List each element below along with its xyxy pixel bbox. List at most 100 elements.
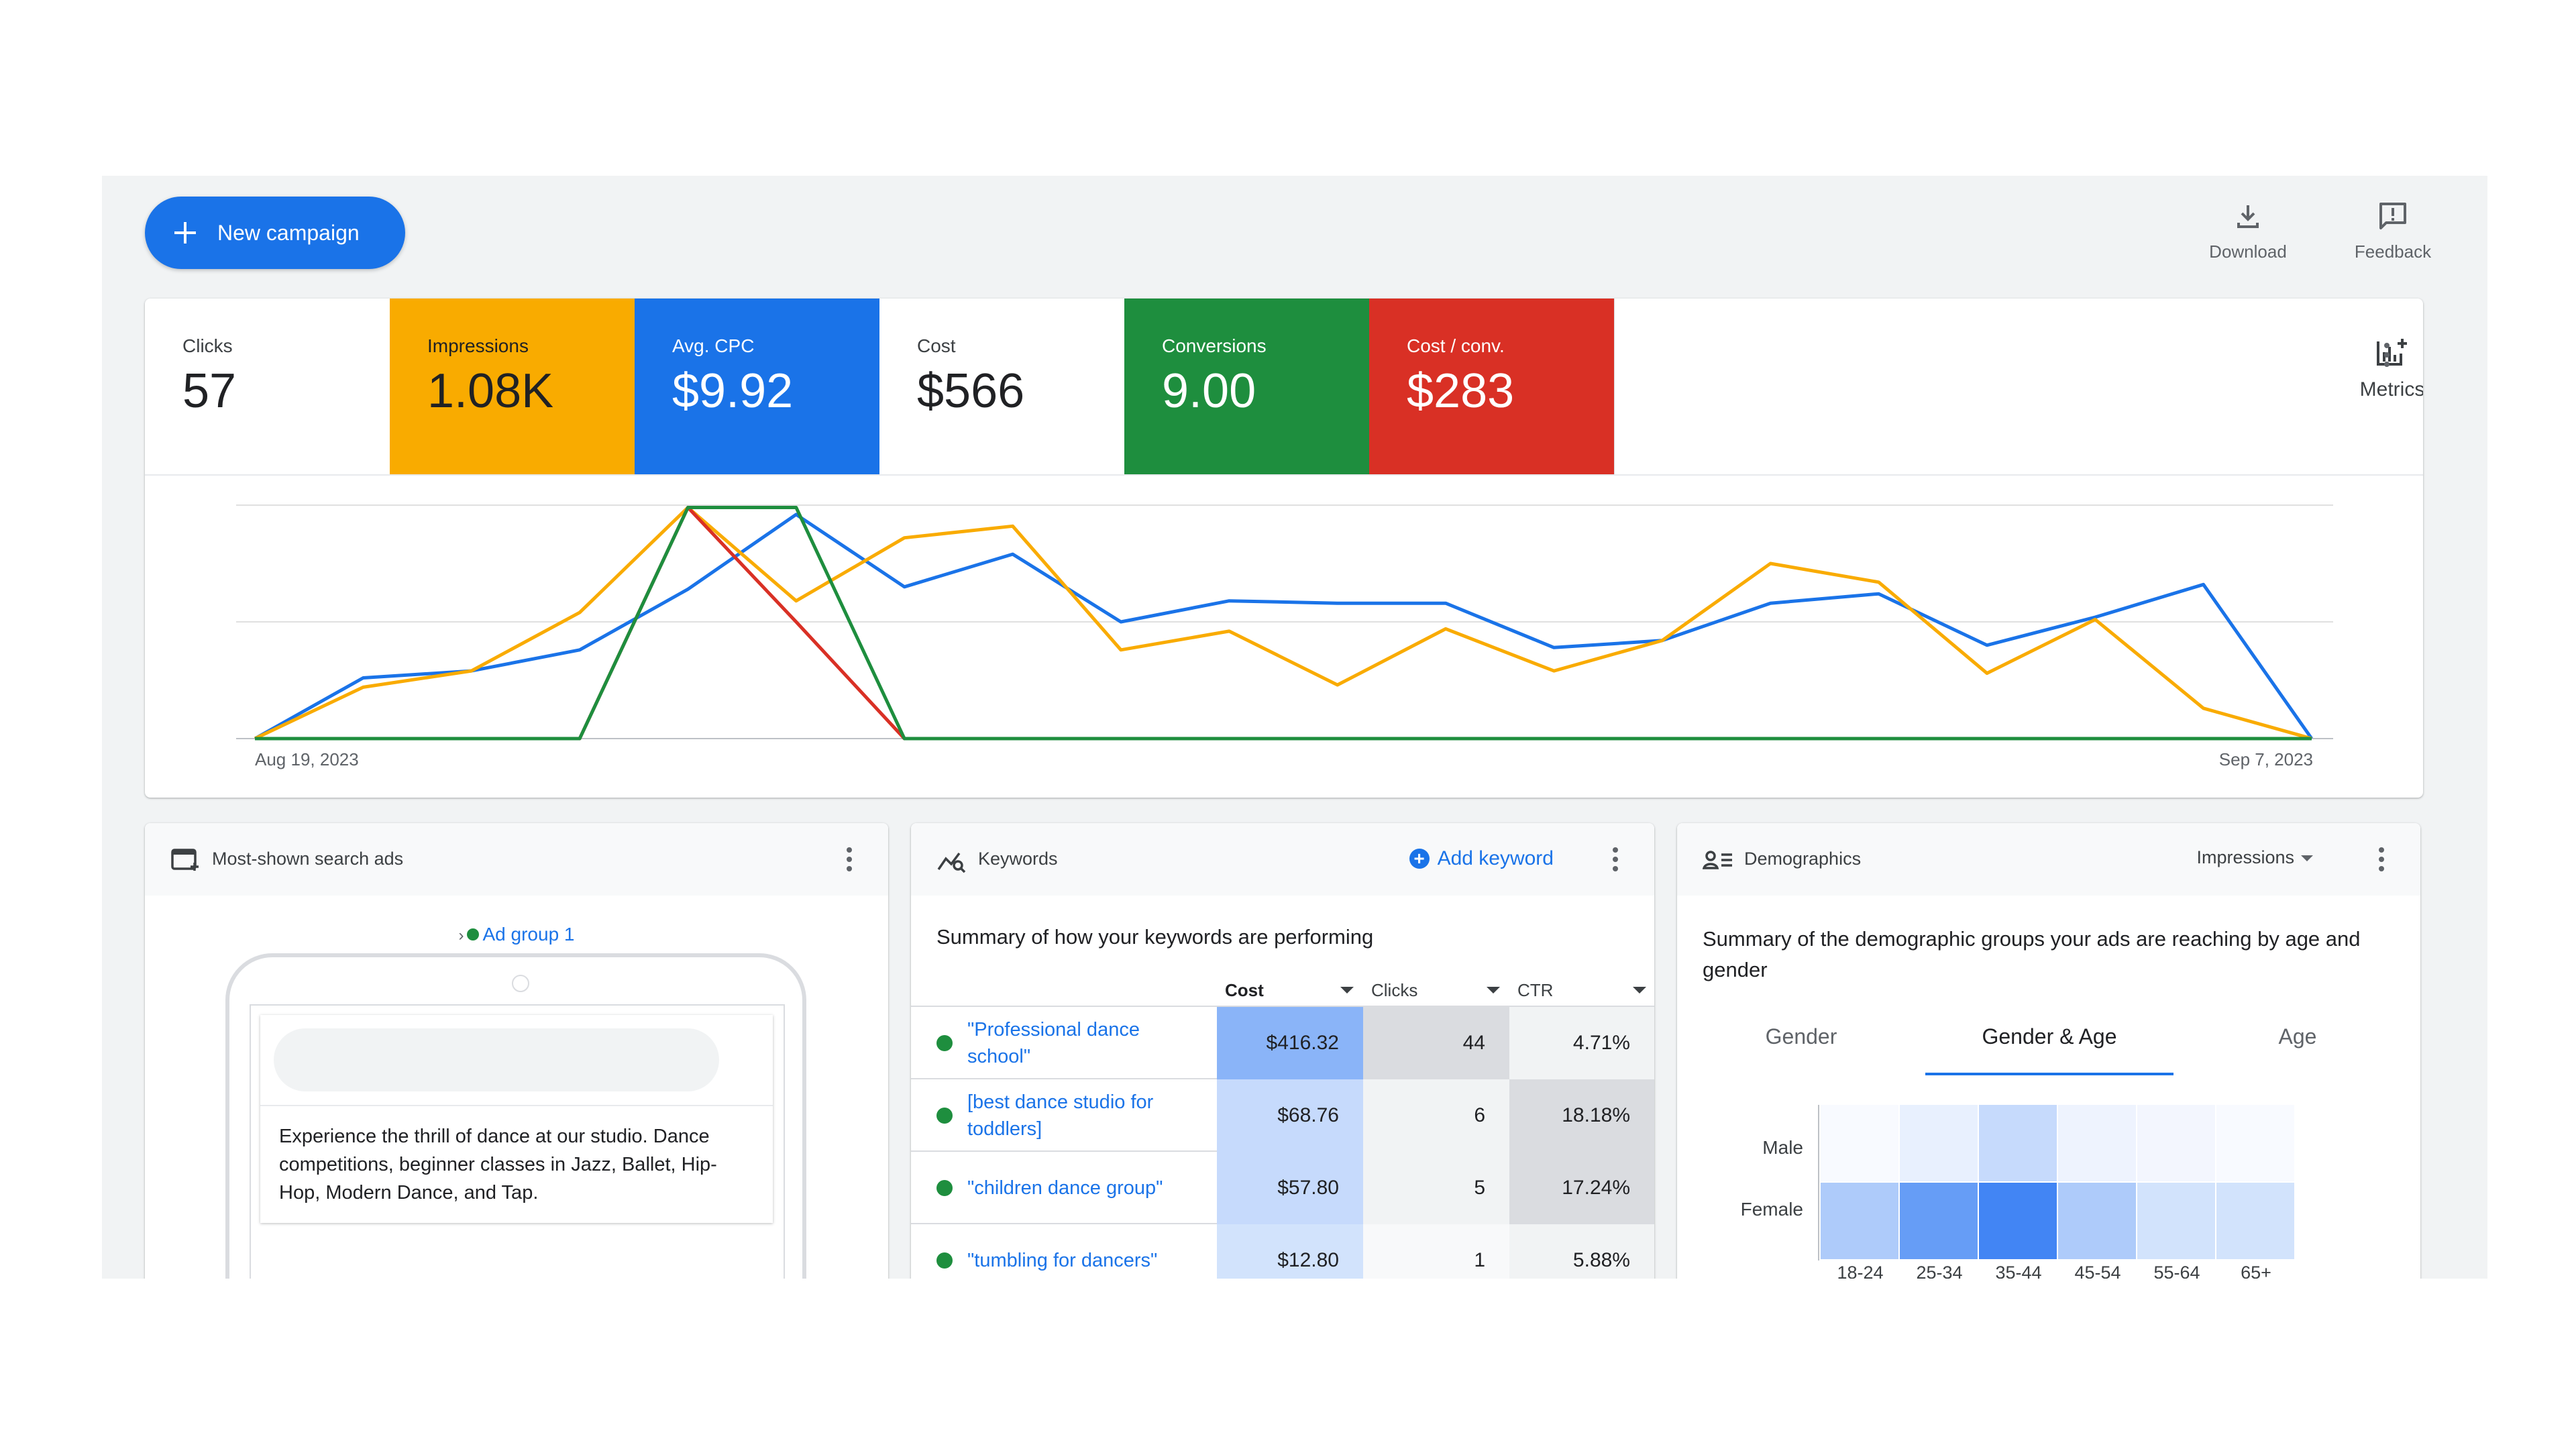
heatmap-cell[interactable] xyxy=(1900,1105,1978,1181)
tab-label: Age xyxy=(2278,1024,2317,1049)
scorecard-conversions[interactable]: Conversions 9.00 xyxy=(1124,299,1369,474)
scorecard-cost[interactable]: Cost $566 xyxy=(879,299,1124,474)
chart-series-line-0[interactable] xyxy=(254,513,2314,741)
ad-description: Experience the thrill of dance at our st… xyxy=(279,1126,717,1203)
keywords-panel-header: Keywords + Add keyword xyxy=(911,823,1654,896)
new-campaign-button[interactable]: New campaign xyxy=(145,197,405,269)
add-keyword-label: Add keyword xyxy=(1437,847,1554,869)
tab-gender-age[interactable]: Gender & Age xyxy=(1925,1024,2174,1075)
keyword-link[interactable]: "tumbling for dancers" xyxy=(967,1250,1158,1271)
scorecard-label: Conversions xyxy=(1162,335,1267,356)
ad-headline-placeholder xyxy=(274,1028,719,1091)
scorecard-clicks[interactable]: Clicks 57 xyxy=(145,299,390,474)
scorecard-divider xyxy=(1614,299,1615,474)
ads-panel-title: Most-shown search ads xyxy=(212,849,404,869)
heatmap-column-label: 55-64 xyxy=(2153,1263,2200,1279)
heatmap-cell[interactable] xyxy=(1821,1105,1898,1181)
phone-screen: Experience the thrill of dance at our st… xyxy=(250,1004,785,1279)
summary-more-options-icon[interactable] xyxy=(2373,339,2400,379)
metrics-button[interactable]: Metrics xyxy=(2352,336,2423,401)
most-shown-ads-panel: Most-shown search ads › Ad group 1 Experi… xyxy=(145,823,888,1279)
ad-preview-icon xyxy=(171,849,199,871)
heatmap-cell[interactable] xyxy=(1979,1183,2057,1259)
heatmap-cell[interactable] xyxy=(2137,1183,2215,1259)
column-header-ctr[interactable]: CTR xyxy=(1509,971,1654,1007)
status-enabled-icon xyxy=(936,1108,953,1124)
keyword-link[interactable]: "children dance group" xyxy=(967,1177,1163,1199)
scorecard-label: Avg. CPC xyxy=(672,335,755,356)
ad-group-link[interactable]: › Ad group 1 xyxy=(145,924,888,945)
demographics-more-options-icon[interactable] xyxy=(2368,843,2395,883)
active-tab-indicator xyxy=(1925,1073,2174,1075)
cost-cell: $416.32 xyxy=(1217,1007,1363,1079)
tab-gender[interactable]: Gender xyxy=(1677,1024,1925,1066)
ad-divider xyxy=(260,1105,773,1106)
scorecard-cost-per-conv[interactable]: Cost / conv. $283 xyxy=(1369,299,1614,474)
scorecard-impressions[interactable]: Impressions 1.08K xyxy=(390,299,635,474)
heatmap-column-label: 18-24 xyxy=(1837,1263,1884,1279)
heatmap-cell[interactable] xyxy=(2216,1105,2294,1181)
clicks-cell: 1 xyxy=(1363,1224,1509,1279)
keyword-link[interactable]: "Professional dance school" xyxy=(967,1019,1140,1067)
heatmap-column-label: 25-34 xyxy=(1916,1263,1963,1279)
heatmap-cell[interactable] xyxy=(2216,1183,2294,1259)
add-keyword-button[interactable]: + Add keyword xyxy=(1409,847,1554,870)
heatmap-column-label: 35-44 xyxy=(1995,1263,2042,1279)
heatmap-y-axis xyxy=(1818,1105,1819,1260)
status-enabled-icon xyxy=(936,1180,953,1196)
tab-age[interactable]: Age xyxy=(2174,1024,2420,1066)
table-row[interactable]: "Professional dance school" $416.32 44 4.71… xyxy=(911,1007,1654,1079)
scorecard-value: 9.00 xyxy=(1162,364,1256,418)
column-header-label: Clicks xyxy=(1371,980,1418,1000)
chevron-right-icon: › xyxy=(458,926,464,945)
ad-preview-card[interactable]: Experience the thrill of dance at our st… xyxy=(260,1015,773,1223)
heatmap-cell[interactable] xyxy=(2058,1105,2136,1181)
keyword-trend-icon xyxy=(937,852,966,873)
ads-panel-header: Most-shown search ads xyxy=(145,823,888,896)
scorecard-label: Impressions xyxy=(427,335,529,356)
scorecard-avg-cpc[interactable]: Avg. CPC $9.92 xyxy=(635,299,879,474)
column-header-cost[interactable]: Cost xyxy=(1217,971,1363,1007)
chart-series-line-1[interactable] xyxy=(254,506,2312,741)
feedback-button[interactable]: Feedback xyxy=(2336,200,2450,274)
ads-overview-app: New campaign Download Feedback Clicks 57… xyxy=(102,176,2487,1279)
table-row[interactable]: [best dance studio for toddlers] $68.76 6 1… xyxy=(911,1079,1654,1152)
keyword-link[interactable]: [best dance studio for toddlers] xyxy=(967,1091,1154,1140)
demographics-icon xyxy=(1703,851,1732,869)
sort-dropdown-icon xyxy=(1633,987,1646,994)
column-header-label: Cost xyxy=(1225,980,1264,1000)
heatmap-cell[interactable] xyxy=(2058,1183,2136,1259)
table-row[interactable]: "tumbling for dancers" $12.80 1 5.88% xyxy=(911,1224,1654,1279)
download-icon xyxy=(2237,205,2259,228)
ads-more-options-icon[interactable] xyxy=(836,843,863,883)
status-enabled-icon xyxy=(936,1035,953,1051)
ad-group-name: Ad group 1 xyxy=(482,924,575,945)
ctr-cell: 18.18% xyxy=(1509,1079,1654,1152)
heatmap-cell[interactable] xyxy=(1821,1183,1898,1259)
performance-line-chart xyxy=(236,504,2333,741)
heatmap-cell[interactable] xyxy=(1979,1105,2057,1181)
status-enabled-icon xyxy=(466,928,479,941)
tab-label: Gender & Age xyxy=(1982,1024,2117,1049)
keywords-panel: Keywords + Add keyword Summary of how yo… xyxy=(911,823,1654,1279)
scorecard-rule xyxy=(145,474,2423,476)
x-axis-end-label: Sep 7, 2023 xyxy=(2218,749,2313,769)
demographics-summary: Summary of the demographic groups your a… xyxy=(1703,927,2361,981)
demographics-metric-select[interactable]: Impressions xyxy=(2196,847,2313,868)
metrics-label: Metrics xyxy=(2359,378,2423,400)
new-campaign-label: New campaign xyxy=(217,221,360,245)
scorecard-value: 1.08K xyxy=(427,364,554,418)
keywords-summary: Summary of how your keywords are perform… xyxy=(936,925,1374,949)
column-header-clicks[interactable]: Clicks xyxy=(1363,971,1509,1007)
heatmap-cell[interactable] xyxy=(2137,1105,2215,1181)
table-row[interactable]: "children dance group" $57.80 5 17.24% xyxy=(911,1152,1654,1224)
heatmap-column-label: 65+ xyxy=(2241,1263,2271,1279)
keywords-more-options-icon[interactable] xyxy=(1602,843,1629,883)
scorecard-value: 57 xyxy=(182,364,237,418)
chart-series-line-3[interactable] xyxy=(255,506,2312,741)
ctr-cell: 17.24% xyxy=(1509,1152,1654,1224)
download-label: Download xyxy=(2209,241,2287,262)
demographics-panel-title: Demographics xyxy=(1744,849,1862,869)
download-button[interactable]: Download xyxy=(2191,200,2305,274)
heatmap-cell[interactable] xyxy=(1900,1183,1978,1259)
